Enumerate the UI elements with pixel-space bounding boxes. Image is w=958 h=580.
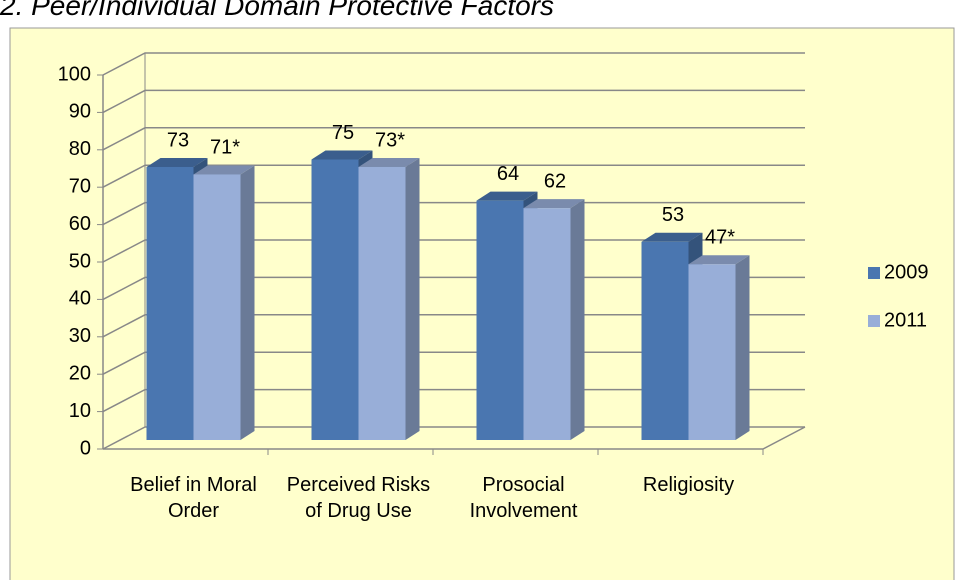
bar-side	[405, 157, 420, 441]
bar-top	[358, 157, 420, 167]
chart-title: 2. Peer/Individual Domain Protective Fac…	[0, 0, 555, 21]
y-tick-label: 50	[69, 250, 91, 272]
bar-top	[523, 199, 585, 209]
x-tick-label: Prosocial Involvement	[469, 474, 578, 522]
bar-top	[688, 255, 750, 265]
y-tick-label: 100	[58, 63, 91, 85]
bar-top	[146, 157, 208, 167]
grid-line	[102, 276, 805, 301]
data-label: 75	[332, 122, 354, 144]
bar-side	[240, 165, 255, 440]
bar	[193, 174, 241, 440]
data-label: 71*	[210, 137, 240, 159]
y-tick-label: 10	[69, 400, 91, 422]
bar-top	[476, 191, 538, 201]
grid-line	[102, 388, 805, 413]
bar	[146, 166, 194, 441]
grid-line	[102, 89, 805, 114]
grid-line	[102, 314, 805, 338]
bar	[688, 264, 736, 440]
bar	[311, 159, 359, 440]
data-label: 73	[167, 129, 189, 151]
legend-swatch	[868, 315, 880, 327]
grid-line	[102, 52, 805, 76]
x-tick-label: Belief in Moral Order	[130, 474, 257, 522]
data-label: 62	[544, 170, 566, 192]
y-tick-label: 60	[69, 213, 91, 235]
y-tick-label: 80	[69, 138, 91, 160]
grid-line	[102, 201, 805, 226]
grid-line	[102, 164, 805, 188]
x-tick-label: Perceived Risks of Drug Use	[286, 474, 431, 522]
bar-side	[570, 199, 585, 440]
x-tick-label: Religiosity	[642, 474, 735, 496]
bar	[358, 166, 406, 441]
bar-side	[735, 255, 750, 440]
bar	[476, 200, 524, 440]
data-label: 47*	[705, 227, 735, 249]
bar	[641, 241, 689, 440]
data-label: 64	[497, 163, 519, 185]
y-tick-label: 0	[80, 437, 91, 459]
y-tick-label: 40	[69, 288, 91, 310]
bar-top	[193, 165, 255, 175]
y-tick-label: 90	[69, 101, 91, 123]
data-label: 53	[662, 204, 684, 226]
y-tick-label: 30	[69, 325, 91, 347]
legend-label: 2009	[884, 261, 929, 283]
data-label: 73*	[375, 129, 405, 151]
bar	[523, 208, 571, 440]
y-tick-label: 70	[69, 175, 91, 197]
bar-top	[641, 232, 703, 242]
grid-line	[102, 351, 805, 375]
bar-top	[311, 150, 373, 160]
legend-label: 2011	[884, 309, 927, 331]
y-tick-label: 20	[69, 362, 91, 384]
legend-swatch	[868, 267, 880, 279]
grid-line	[102, 426, 805, 450]
grid-line	[102, 239, 805, 263]
grid-line	[102, 127, 805, 151]
